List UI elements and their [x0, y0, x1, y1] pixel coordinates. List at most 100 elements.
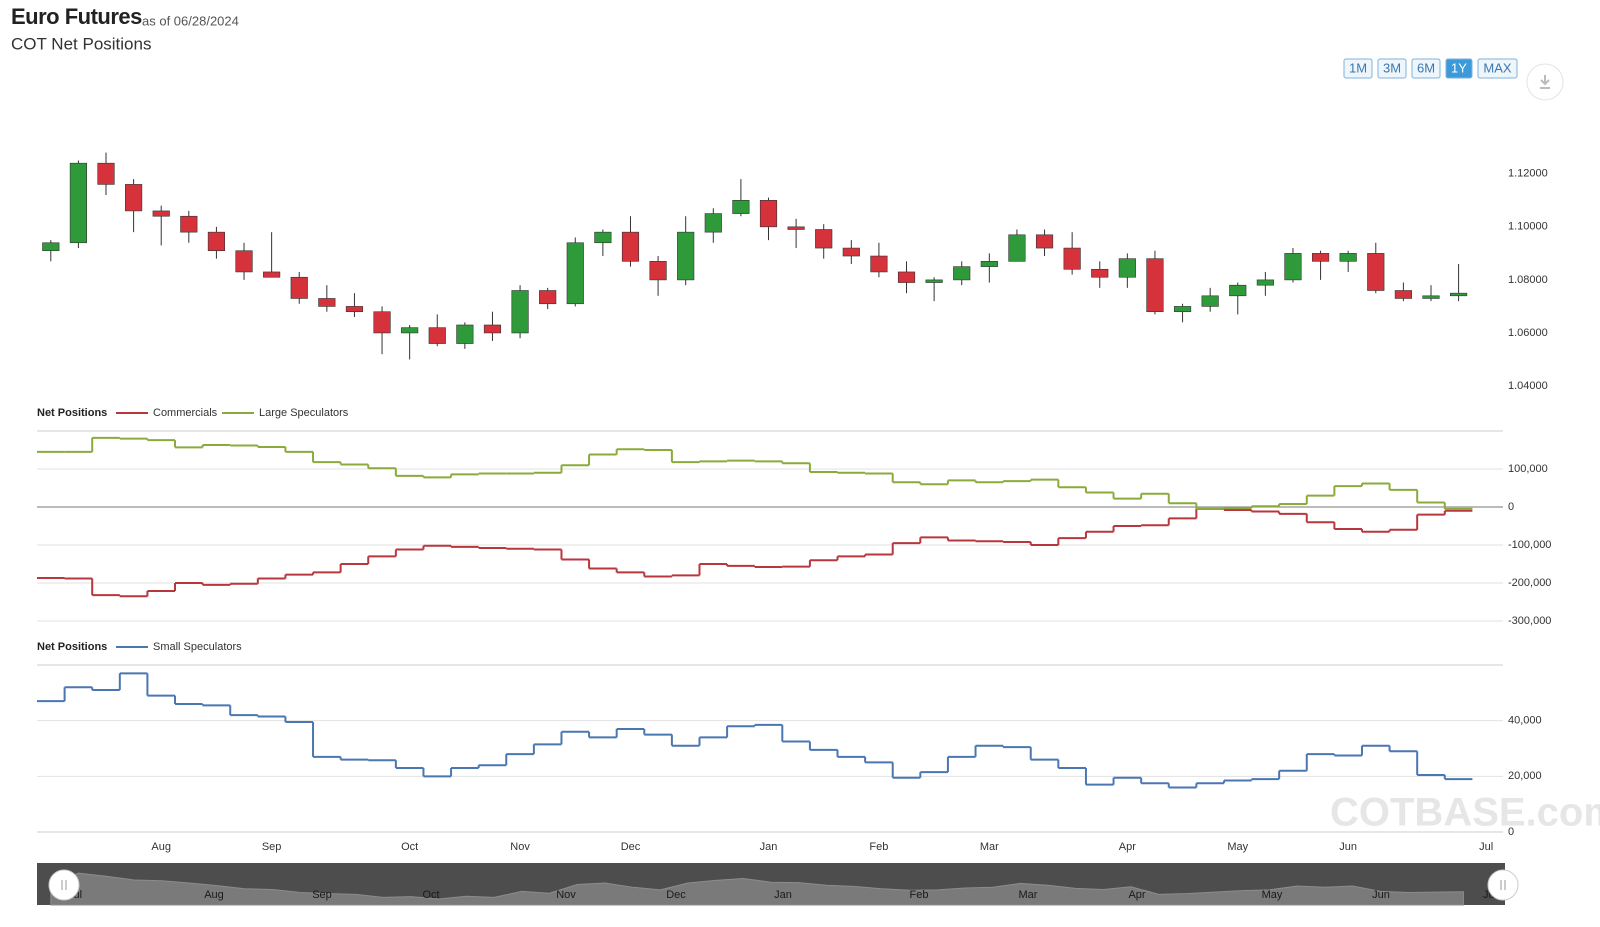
candle-body: [1422, 295, 1440, 299]
subtitle: COT Net Positions: [11, 34, 151, 53]
y-tick-label: 1.04000: [1508, 380, 1548, 392]
range-button-label[interactable]: 3M: [1383, 60, 1401, 75]
navigator-handle[interactable]: [48, 869, 80, 901]
y-tick-label: -300,000: [1508, 615, 1551, 627]
range-button-box[interactable]: [1343, 58, 1373, 79]
navigator-handle-grip[interactable]: [61, 880, 67, 890]
y-tick-label: -100,000: [1508, 539, 1551, 551]
candle-body: [290, 276, 308, 299]
navigator-label: Mar: [1019, 889, 1038, 901]
candle-body: [180, 215, 198, 233]
candle-body: [842, 247, 860, 257]
navigator-label: Apr: [1128, 889, 1145, 901]
navigator-label: Dec: [666, 889, 686, 901]
candle-body: [980, 261, 998, 267]
range-button-box[interactable]: [1377, 58, 1407, 79]
navigator-label: Feb: [910, 889, 929, 901]
candle-body: [1118, 258, 1136, 278]
candle-body: [1339, 253, 1357, 262]
range-button[interactable]: 6M: [1411, 58, 1441, 79]
candle-body: [1146, 258, 1164, 313]
candle-body: [1091, 268, 1109, 278]
x-tick-label: Sep: [262, 841, 282, 853]
candle-body: [456, 324, 474, 344]
navigator-label: May: [1262, 889, 1283, 901]
candle-body: [1173, 306, 1192, 313]
candle-body: [69, 162, 87, 244]
y-tick-label: 20,000: [1508, 770, 1542, 782]
candle-body: [1201, 295, 1219, 307]
candle-body: [483, 324, 502, 334]
x-tick-label: Oct: [401, 841, 418, 853]
candle-body: [42, 242, 60, 252]
x-tick-label: Mar: [980, 841, 999, 853]
candle-body: [1450, 292, 1468, 297]
candle-body: [897, 271, 916, 283]
candle-body: [1256, 279, 1274, 286]
candle-body: [925, 279, 943, 283]
navigator-label: Nov: [556, 889, 576, 901]
x-tick-label: Nov: [510, 841, 530, 853]
candle-body: [1284, 253, 1302, 281]
y-tick-label: 0: [1508, 826, 1514, 838]
range-button[interactable]: 1M: [1343, 58, 1373, 79]
x-tick-label: Jan: [760, 841, 778, 853]
range-button[interactable]: MAX: [1477, 58, 1518, 79]
x-tick-label: Feb: [869, 841, 888, 853]
candle-body: [787, 226, 805, 230]
candle-body: [1229, 284, 1247, 297]
legend-title: Net Positions: [37, 407, 107, 419]
x-tick-label: Jun: [1339, 841, 1357, 853]
range-button[interactable]: 1Y: [1445, 58, 1473, 79]
range-button-box[interactable]: [1445, 58, 1473, 79]
navigator-label: Jun: [1372, 889, 1390, 901]
x-tick-label: Dec: [621, 841, 641, 853]
download-icon[interactable]: [1540, 75, 1550, 89]
navigator-handle-grip[interactable]: [1500, 880, 1506, 890]
legend-label: Large Speculators: [259, 407, 349, 419]
candle-body: [1394, 290, 1412, 299]
navigator-label: Oct: [422, 889, 439, 901]
watermark: COTBASE.com: [1330, 791, 1600, 835]
candle-body: [621, 231, 640, 262]
x-tick-label: Aug: [151, 841, 171, 853]
candle-body: [1367, 253, 1385, 291]
download-button[interactable]: [1526, 63, 1564, 101]
navigator-handle-circle[interactable]: [1487, 869, 1519, 901]
range-button-label[interactable]: 6M: [1417, 60, 1435, 75]
range-button-label[interactable]: MAX: [1483, 60, 1512, 75]
range-button-label[interactable]: 1Y: [1451, 60, 1467, 75]
candle-body: [97, 162, 115, 185]
range-button-box[interactable]: [1411, 58, 1441, 79]
navigator-label: Sep: [312, 889, 332, 901]
candle-body: [401, 327, 419, 334]
page-title: Euro Futures: [11, 4, 142, 29]
candle-body: [1008, 234, 1026, 262]
candle-body: [125, 184, 143, 212]
y-tick-label: 1.08000: [1508, 274, 1548, 286]
candle-body: [704, 213, 722, 233]
candle-body: [815, 229, 833, 249]
y-tick-label: 0: [1508, 501, 1514, 513]
navigator-handle-circle[interactable]: [48, 869, 80, 901]
x-tick-label: May: [1227, 841, 1248, 853]
range-button-box[interactable]: [1477, 58, 1518, 79]
navigator-label: Jan: [774, 889, 792, 901]
candle-body: [594, 231, 612, 244]
candle-body: [511, 290, 529, 334]
legend-label: Commercials: [153, 407, 218, 419]
navigator-handle[interactable]: [1487, 869, 1519, 901]
candle-body: [235, 250, 253, 273]
candle-body: [1311, 253, 1330, 262]
candle-body: [870, 255, 888, 273]
range-button-label[interactable]: 1M: [1349, 60, 1367, 75]
candle-body: [207, 231, 226, 252]
as-of-date: as of 06/28/2024: [142, 13, 239, 28]
range-button[interactable]: 3M: [1377, 58, 1407, 79]
candle-body: [539, 290, 557, 305]
legend-label: Small Speculators: [153, 641, 242, 653]
y-tick-label: 1.10000: [1508, 221, 1548, 233]
legend-title: Net Positions: [37, 641, 107, 653]
candle-body: [1035, 234, 1054, 249]
y-tick-label: 100,000: [1508, 463, 1548, 475]
